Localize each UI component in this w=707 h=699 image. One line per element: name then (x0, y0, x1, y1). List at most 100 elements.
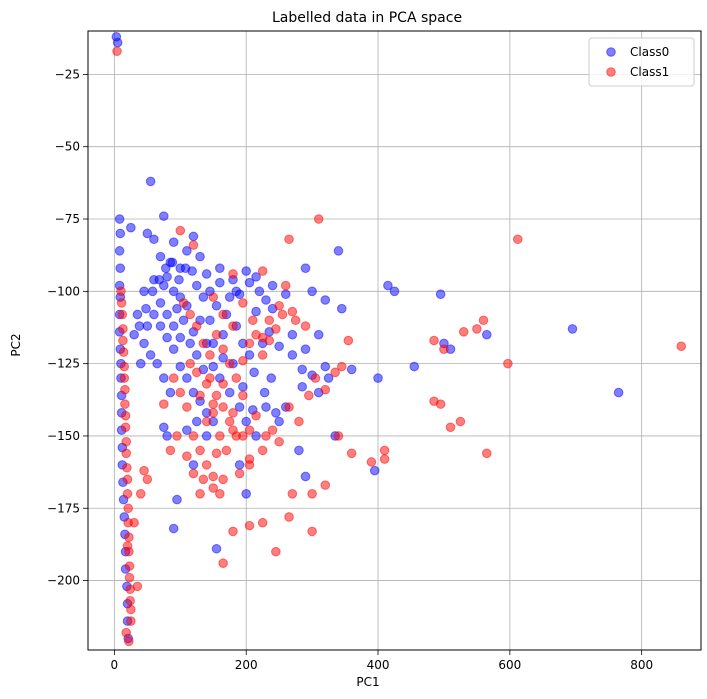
data-point-class1 (198, 338, 209, 349)
data-point-class0 (307, 286, 317, 297)
data-point-class1 (208, 292, 219, 302)
data-point-class0 (165, 387, 176, 398)
data-point-class1 (121, 436, 132, 447)
data-point-class0 (180, 263, 191, 273)
data-point-class1 (435, 399, 446, 409)
data-point-class1 (257, 350, 268, 360)
data-point-class0 (182, 246, 192, 256)
data-point-class0 (188, 460, 199, 470)
data-point-class0 (132, 309, 143, 320)
data-point-class0 (129, 329, 139, 340)
data-point-class0 (294, 445, 304, 456)
data-point-class1 (124, 572, 135, 583)
y-tick-label: −25 (55, 67, 80, 81)
data-point-class1 (208, 471, 219, 482)
data-point-class0 (168, 321, 179, 331)
data-point-class1 (211, 329, 222, 340)
data-point-class1 (195, 445, 205, 456)
data-point-class1 (257, 266, 268, 276)
data-point-class0 (185, 338, 195, 349)
data-point-class0 (198, 292, 209, 302)
data-point-class0 (373, 373, 383, 383)
data-point-class0 (114, 214, 125, 224)
data-point-class0 (274, 416, 284, 427)
y-axis-label: PC2 (9, 333, 23, 356)
data-point-class0 (481, 329, 492, 340)
data-point-class0 (159, 211, 169, 221)
data-point-class1 (165, 445, 176, 456)
data-point-class0 (300, 344, 311, 354)
data-point-class0 (271, 408, 281, 418)
data-point-class1 (185, 309, 195, 320)
data-point-class0 (145, 176, 156, 187)
data-point-class0 (162, 332, 172, 343)
x-tick-label: 400 (367, 658, 390, 672)
legend-marker-class1 (606, 67, 616, 77)
y-tick-label: −175 (47, 501, 80, 515)
data-point-class0 (141, 303, 151, 314)
data-point-class0 (178, 315, 189, 326)
data-point-class1 (512, 234, 523, 245)
data-point-class1 (234, 468, 245, 479)
data-point-class1 (126, 604, 136, 615)
data-point-class0 (191, 416, 202, 427)
data-point-class1 (277, 309, 288, 320)
x-tick-label: 0 (111, 658, 119, 672)
data-point-class0 (383, 280, 393, 291)
data-point-class1 (244, 425, 255, 435)
data-point-class0 (259, 387, 270, 398)
data-point-class0 (211, 543, 222, 554)
data-point-class1 (119, 373, 130, 383)
y-tick-label: −100 (47, 284, 80, 298)
data-point-class0 (114, 246, 125, 256)
y-tick-label: −200 (47, 574, 80, 588)
data-point-class0 (159, 422, 169, 433)
data-point-class1 (228, 321, 238, 331)
axis-ticks: 0 200 400 600 800 −25 −50 −75 −100 −125 −150 −175 −2… (47, 67, 653, 672)
data-point-class0 (155, 298, 166, 308)
data-point-class1 (284, 402, 294, 412)
data-point-class1 (120, 410, 131, 421)
data-point-class0 (135, 358, 146, 369)
data-point-class1 (503, 358, 513, 369)
data-point-class0 (369, 465, 380, 476)
data-point-class0 (115, 228, 126, 239)
data-point-class1 (676, 341, 687, 352)
data-point-class0 (115, 263, 126, 273)
data-point-class1 (188, 431, 199, 441)
data-point-class0 (280, 289, 291, 300)
data-point-class1 (379, 454, 390, 464)
data-point-class1 (175, 387, 186, 398)
data-point-class1 (123, 503, 134, 514)
data-point-class1 (264, 315, 275, 326)
data-point-class1 (168, 373, 179, 383)
data-point-class0 (162, 309, 172, 320)
data-point-class1 (218, 309, 228, 320)
data-point-class1 (132, 581, 143, 592)
data-point-class0 (297, 381, 308, 392)
data-point-class0 (241, 416, 251, 427)
data-point-class1 (121, 627, 132, 638)
data-point-class0 (172, 303, 182, 314)
data-point-class0 (139, 286, 149, 297)
data-point-class1 (120, 422, 131, 433)
data-point-class0 (238, 381, 248, 392)
data-point-class1 (175, 225, 186, 236)
data-point-class1 (290, 315, 301, 326)
data-point-class0 (346, 364, 357, 375)
data-point-class0 (188, 231, 199, 242)
data-point-class1 (125, 596, 135, 606)
data-point-class1 (280, 280, 291, 291)
data-point-class1 (124, 532, 134, 542)
data-point-class0 (313, 329, 324, 340)
data-point-class0 (261, 402, 271, 412)
data-point-class1 (379, 445, 390, 456)
data-point-class0 (112, 37, 123, 48)
data-point-class1 (205, 350, 215, 360)
data-point-class1 (336, 361, 347, 372)
chart-title: Labelled data in PCA space (272, 10, 462, 26)
data-point-class1 (300, 321, 311, 331)
data-point-class0 (287, 329, 298, 340)
data-point-class0 (241, 266, 251, 276)
data-point-class1 (284, 234, 294, 245)
